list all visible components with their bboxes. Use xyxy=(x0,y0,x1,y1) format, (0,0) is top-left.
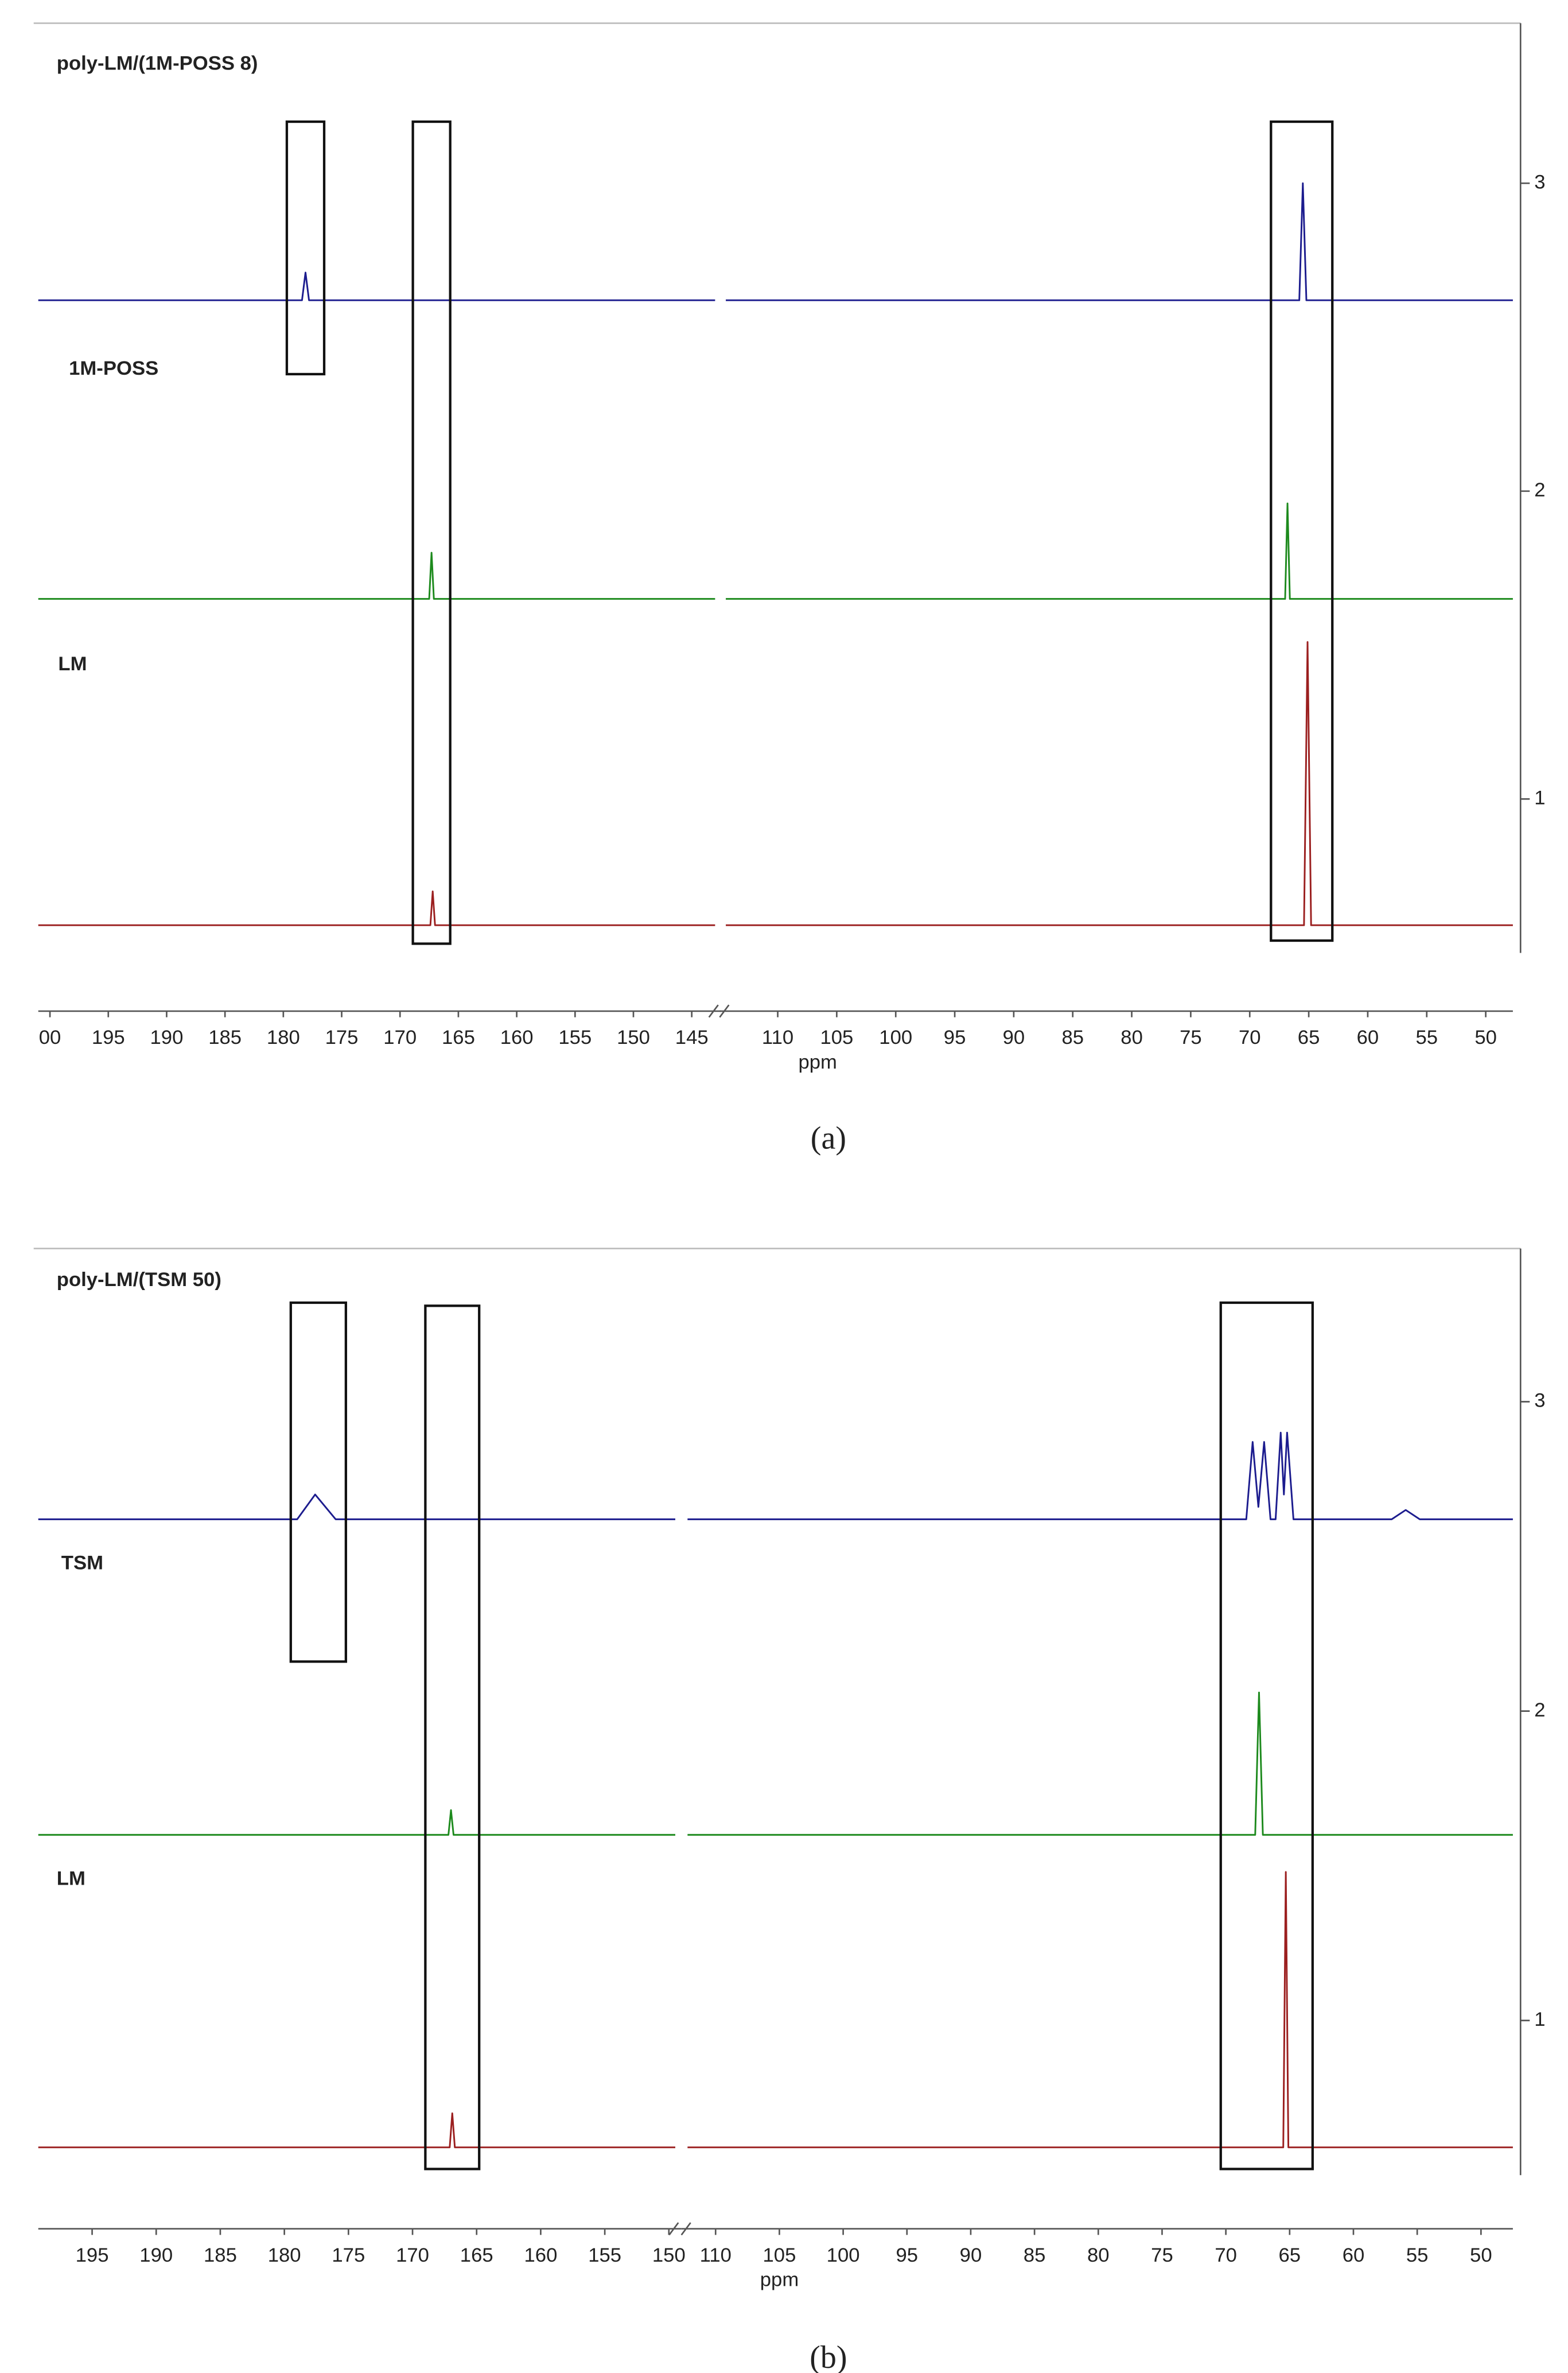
series-label: poly-LM/(1M-POSS 8) xyxy=(57,53,258,75)
x-axis-label: ppm xyxy=(798,1051,836,1073)
x-tick-label: 185 xyxy=(204,2244,237,2266)
x-tick-label: 165 xyxy=(460,2244,493,2266)
x-tick-label: 105 xyxy=(820,1027,853,1048)
x-tick-label: 95 xyxy=(896,2244,918,2266)
x-tick-label: 195 xyxy=(76,2244,109,2266)
spectrum-line xyxy=(38,271,715,301)
x-tick-label: 65 xyxy=(1298,1027,1320,1048)
x-tick-label: 55 xyxy=(1415,1027,1438,1048)
x-tick-label: 175 xyxy=(332,2244,365,2266)
x-tick-label: 145 xyxy=(675,1027,709,1048)
x-tick-label: 55 xyxy=(1406,2244,1429,2266)
x-tick-label: 65 xyxy=(1279,2244,1301,2266)
x-tick-label: 170 xyxy=(396,2244,429,2266)
x-tick-label: 95 xyxy=(944,1027,966,1048)
y-tick-label: 1 xyxy=(1534,787,1545,809)
spectrum-line xyxy=(687,1691,1513,1836)
x-tick-label: 160 xyxy=(500,1027,534,1048)
spectrum-line xyxy=(687,1871,1513,2149)
x-tick-label: 110 xyxy=(700,2244,732,2266)
x-tick-label: 150 xyxy=(617,1027,650,1048)
x-tick-label: 85 xyxy=(1061,1027,1084,1048)
highlight-box xyxy=(1219,1301,1314,2170)
highlight-box xyxy=(424,1304,481,2170)
x-tick-label: 60 xyxy=(1343,2244,1365,2266)
x-tick-label: 75 xyxy=(1180,1027,1202,1048)
highlight-box xyxy=(289,1301,348,1663)
x-tick-label: 190 xyxy=(150,1027,184,1048)
x-tick-label: 155 xyxy=(558,1027,592,1048)
x-tick-label: 75 xyxy=(1151,2244,1173,2266)
spectrum-line xyxy=(38,552,715,600)
highlight-box xyxy=(411,120,452,945)
x-tick-label: 60 xyxy=(1357,1027,1379,1048)
series-label: 1M-POSS xyxy=(69,358,158,379)
x-tick-label: 80 xyxy=(1087,2244,1110,2266)
series-label: TSM xyxy=(61,1552,103,1574)
y-tick-label: 1 xyxy=(1534,2009,1545,2030)
x-tick-label: 80 xyxy=(1120,1027,1143,1048)
x-tick-label: 190 xyxy=(139,2244,173,2266)
spectrum-line xyxy=(687,1431,1513,1520)
x-tick-label: 195 xyxy=(92,1027,125,1048)
highlight-box xyxy=(285,120,326,376)
series-label: LM xyxy=(57,1867,85,1889)
x-axis-label: ppm xyxy=(760,2269,799,2291)
y-tick-label: 3 xyxy=(1534,171,1545,193)
spectrum-line xyxy=(726,641,1513,926)
x-tick-label: 100 xyxy=(827,2244,860,2266)
spectrum-line xyxy=(38,890,715,926)
y-tick-label: 3 xyxy=(1534,1390,1545,1412)
axis-break xyxy=(708,1004,719,1018)
caption: (a) xyxy=(811,1121,846,1156)
x-tick-label: 90 xyxy=(960,2244,982,2266)
y-tick-label: 2 xyxy=(1534,479,1545,501)
x-tick-label: 50 xyxy=(1474,1027,1497,1048)
x-tick-label: 170 xyxy=(383,1027,417,1048)
x-tick-label: 85 xyxy=(1024,2244,1046,2266)
y-tick-label: 2 xyxy=(1534,1699,1545,1721)
x-tick-label: 105 xyxy=(763,2244,796,2266)
x-tick-label: 175 xyxy=(325,1027,359,1048)
caption: (b) xyxy=(810,2340,847,2373)
x-tick-label: 70 xyxy=(1215,2244,1237,2266)
spectrum-line xyxy=(726,182,1513,301)
axis-break xyxy=(680,2222,691,2236)
series-label: LM xyxy=(58,653,87,675)
x-tick-label: 160 xyxy=(524,2244,558,2266)
x-tick-label: 00 xyxy=(39,1027,61,1048)
spectrum-line xyxy=(38,1493,676,1520)
x-tick-label: 90 xyxy=(1003,1027,1025,1048)
axis-break xyxy=(668,2222,679,2236)
x-tick-label: 185 xyxy=(208,1027,242,1048)
axis-break xyxy=(719,1004,730,1018)
x-tick-label: 180 xyxy=(268,2244,301,2266)
x-tick-label: 110 xyxy=(762,1027,793,1048)
spectrum-line xyxy=(38,1809,676,1836)
x-tick-label: 50 xyxy=(1470,2244,1492,2266)
x-tick-label: 150 xyxy=(652,2244,686,2266)
x-tick-label: 165 xyxy=(442,1027,475,1048)
x-tick-label: 100 xyxy=(879,1027,912,1048)
highlight-box xyxy=(1270,120,1334,942)
x-tick-label: 70 xyxy=(1239,1027,1261,1048)
x-tick-label: 180 xyxy=(267,1027,300,1048)
series-label: poly-LM/(TSM 50) xyxy=(57,1269,221,1291)
x-tick-label: 155 xyxy=(588,2244,621,2266)
spectrum-line xyxy=(726,502,1513,600)
spectrum-line xyxy=(38,2112,676,2149)
